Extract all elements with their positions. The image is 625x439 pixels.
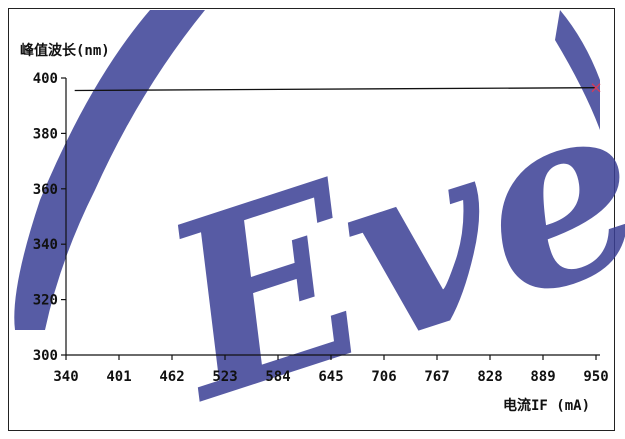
x-tick-label: 523: [212, 369, 237, 385]
x-tick-label: 340: [53, 369, 78, 385]
x-tick-label: 706: [371, 369, 396, 385]
y-axis-title: 峰值波长(nm): [20, 42, 110, 59]
x-tick-label: 401: [106, 369, 131, 385]
x-ticks: 340 401 462 523 584 645 706 767 828 889 950: [53, 355, 609, 385]
x-tick-label: 462: [159, 369, 184, 385]
y-tick-label: 360: [33, 182, 58, 198]
data-point-marker: [591, 83, 601, 93]
x-axis-title: 电流IF (mA): [503, 397, 590, 414]
series-layer: [74, 83, 601, 93]
x-tick-label: 828: [477, 369, 502, 385]
x-tick-label: 889: [530, 369, 555, 385]
y-tick-label: 300: [33, 348, 58, 364]
y-ticks: 300 320 340 360 380 400: [33, 71, 66, 364]
watermark-stroke-shape: [14, 10, 206, 330]
x-tick-label: 767: [424, 369, 449, 385]
y-tick-label: 320: [33, 293, 58, 309]
series-line: [74, 87, 597, 92]
y-tick-label: 340: [33, 237, 58, 253]
x-tick-label: 645: [318, 369, 343, 385]
watermark-stroke-shape: [555, 10, 600, 130]
y-tick-label: 400: [33, 71, 58, 87]
y-tick-label: 380: [33, 126, 58, 142]
x-tick-label: 950: [583, 369, 608, 385]
x-tick-label: 584: [265, 369, 290, 385]
